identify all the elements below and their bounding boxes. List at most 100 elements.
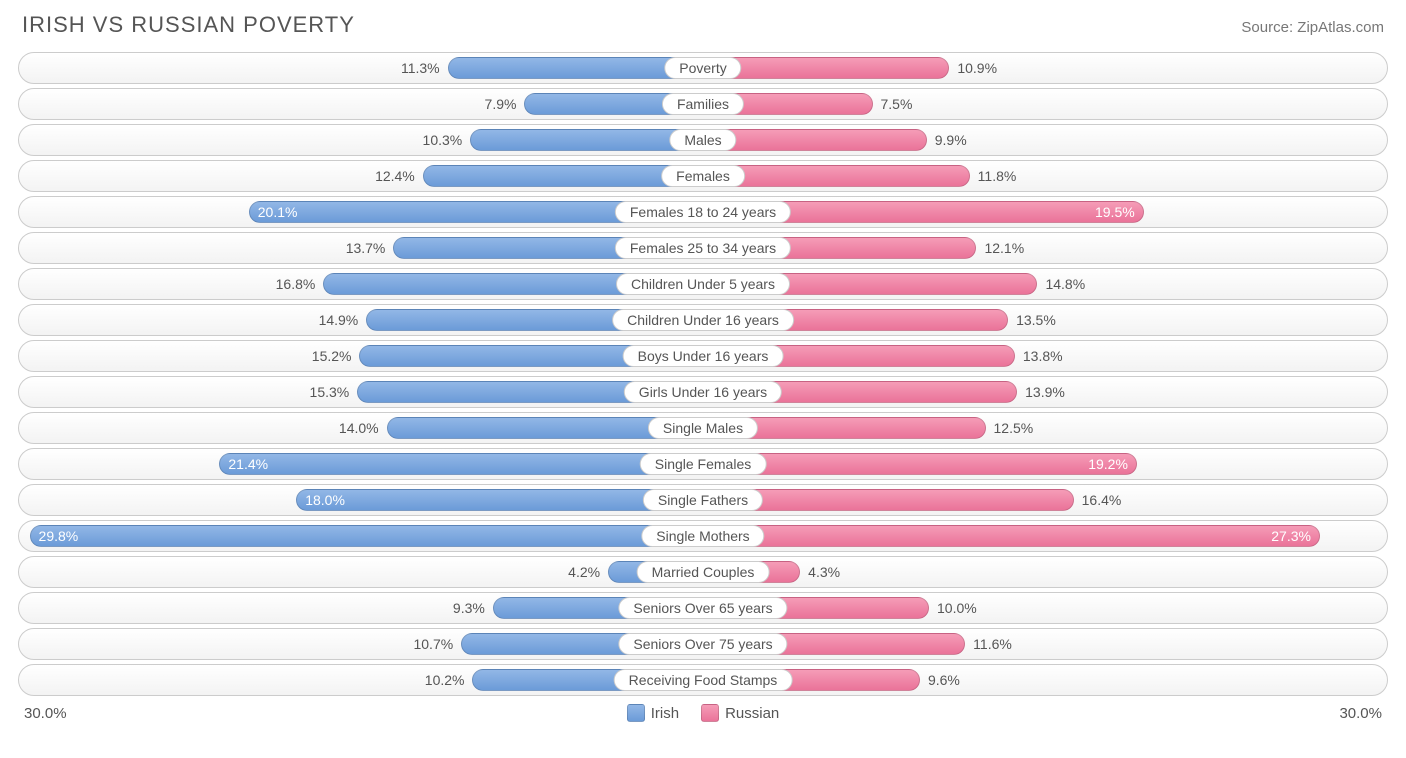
value-irish: 9.3% bbox=[445, 600, 493, 616]
track-left: 7.9% bbox=[25, 93, 703, 115]
value-russian: 27.3% bbox=[1263, 528, 1319, 544]
value-irish: 4.2% bbox=[560, 564, 608, 580]
chart-source: Source: ZipAtlas.com bbox=[1241, 19, 1384, 36]
track-left: 11.3% bbox=[25, 57, 703, 79]
bar-irish bbox=[470, 129, 703, 151]
bar-russian: 27.3% bbox=[703, 525, 1320, 547]
track-left: 29.8% bbox=[25, 525, 703, 547]
category-label: Females 25 to 34 years bbox=[615, 237, 791, 259]
chart-rows: 11.3% 10.9% Poverty 7.9% 7.5% Families 10.3% 9.… bbox=[18, 52, 1388, 696]
track-right: 19.5% bbox=[703, 201, 1381, 223]
value-russian: 11.8% bbox=[970, 168, 1025, 184]
track-right: 13.9% bbox=[703, 381, 1381, 403]
chart-row: 15.2% 13.8% Boys Under 16 years bbox=[18, 340, 1388, 372]
track-right: 12.5% bbox=[703, 417, 1381, 439]
category-label: Seniors Over 65 years bbox=[618, 597, 787, 619]
category-label: Single Males bbox=[648, 417, 758, 439]
chart-row: 11.3% 10.9% Poverty bbox=[18, 52, 1388, 84]
chart-row: 21.4% 19.2% Single Females bbox=[18, 448, 1388, 480]
value-irish: 12.4% bbox=[367, 168, 423, 184]
track-right: 12.1% bbox=[703, 237, 1381, 259]
category-label: Males bbox=[669, 129, 736, 151]
chart-row: 7.9% 7.5% Families bbox=[18, 88, 1388, 120]
track-right: 9.6% bbox=[703, 669, 1381, 691]
value-russian: 19.5% bbox=[1087, 204, 1143, 220]
bar-russian bbox=[703, 129, 927, 151]
category-label: Single Mothers bbox=[641, 525, 764, 547]
chart-footer: 30.0% Irish Russian 30.0% bbox=[18, 704, 1388, 722]
legend-item-irish: Irish bbox=[627, 704, 679, 722]
track-left: 12.4% bbox=[25, 165, 703, 187]
category-label: Girls Under 16 years bbox=[624, 381, 782, 403]
category-label: Married Couples bbox=[637, 561, 770, 583]
track-left: 4.2% bbox=[25, 561, 703, 583]
value-russian: 10.0% bbox=[929, 600, 985, 616]
value-russian: 13.5% bbox=[1008, 312, 1064, 328]
value-russian: 14.8% bbox=[1037, 276, 1093, 292]
track-left: 14.0% bbox=[25, 417, 703, 439]
track-right: 10.9% bbox=[703, 57, 1381, 79]
track-left: 13.7% bbox=[25, 237, 703, 259]
legend: Irish Russian bbox=[627, 704, 780, 722]
track-left: 16.8% bbox=[25, 273, 703, 295]
track-right: 19.2% bbox=[703, 453, 1381, 475]
track-right: 27.3% bbox=[703, 525, 1381, 547]
value-russian: 12.5% bbox=[986, 420, 1042, 436]
value-irish: 21.4% bbox=[220, 456, 276, 472]
category-label: Boys Under 16 years bbox=[623, 345, 784, 367]
bar-russian: 19.2% bbox=[703, 453, 1137, 475]
value-irish: 7.9% bbox=[477, 96, 525, 112]
chart-row: 9.3% 10.0% Seniors Over 65 years bbox=[18, 592, 1388, 624]
track-right: 11.6% bbox=[703, 633, 1381, 655]
chart-row: 16.8%14.8%Children Under 5 years bbox=[18, 268, 1388, 300]
category-label: Single Females bbox=[640, 453, 767, 475]
bar-irish: 29.8% bbox=[30, 525, 703, 547]
value-russian: 13.9% bbox=[1017, 384, 1073, 400]
track-right: 14.8% bbox=[703, 273, 1381, 295]
track-left: 10.3% bbox=[25, 129, 703, 151]
category-label: Females 18 to 24 years bbox=[615, 201, 791, 223]
value-irish: 29.8% bbox=[31, 528, 87, 544]
chart-row: 10.2% 9.6% Receiving Food Stamps bbox=[18, 664, 1388, 696]
value-russian: 10.9% bbox=[949, 60, 1005, 76]
track-left: 18.0% bbox=[25, 489, 703, 511]
chart-row: 20.1% 19.5% Females 18 to 24 years bbox=[18, 196, 1388, 228]
track-left: 14.9% bbox=[25, 309, 703, 331]
legend-label-irish: Irish bbox=[651, 705, 679, 722]
chart-row: 15.3% 13.9% Girls Under 16 years bbox=[18, 376, 1388, 408]
category-label: Seniors Over 75 years bbox=[618, 633, 787, 655]
swatch-russian bbox=[701, 704, 719, 722]
chart-row: 13.7%12.1%Females 25 to 34 years bbox=[18, 232, 1388, 264]
track-right: 4.3% bbox=[703, 561, 1381, 583]
chart-row: 12.4% 11.8% Females bbox=[18, 160, 1388, 192]
axis-max-left: 30.0% bbox=[24, 705, 67, 722]
category-label: Families bbox=[662, 93, 744, 115]
value-russian: 7.5% bbox=[873, 96, 921, 112]
value-irish: 18.0% bbox=[297, 492, 353, 508]
axis-max-right: 30.0% bbox=[1339, 705, 1382, 722]
category-label: Poverty bbox=[664, 57, 741, 79]
track-left: 10.2% bbox=[25, 669, 703, 691]
value-irish: 11.3% bbox=[393, 60, 448, 76]
track-left: 20.1% bbox=[25, 201, 703, 223]
category-label: Single Fathers bbox=[643, 489, 763, 511]
track-left: 15.2% bbox=[25, 345, 703, 367]
category-label: Receiving Food Stamps bbox=[614, 669, 793, 691]
value-russian: 9.9% bbox=[927, 132, 975, 148]
track-right: 10.0% bbox=[703, 597, 1381, 619]
value-russian: 19.2% bbox=[1080, 456, 1136, 472]
value-irish: 10.3% bbox=[415, 132, 471, 148]
value-irish: 20.1% bbox=[250, 204, 306, 220]
category-label: Children Under 16 years bbox=[612, 309, 794, 331]
value-russian: 4.3% bbox=[800, 564, 848, 580]
source-name: ZipAtlas.com bbox=[1297, 19, 1384, 36]
track-right: 16.4% bbox=[703, 489, 1381, 511]
category-label: Females bbox=[661, 165, 745, 187]
value-irish: 15.3% bbox=[302, 384, 358, 400]
value-irish: 16.8% bbox=[268, 276, 324, 292]
value-irish: 15.2% bbox=[304, 348, 360, 364]
chart-title: IRISH VS RUSSIAN POVERTY bbox=[22, 12, 355, 38]
value-russian: 9.6% bbox=[920, 672, 968, 688]
value-russian: 13.8% bbox=[1015, 348, 1071, 364]
track-right: 7.5% bbox=[703, 93, 1381, 115]
